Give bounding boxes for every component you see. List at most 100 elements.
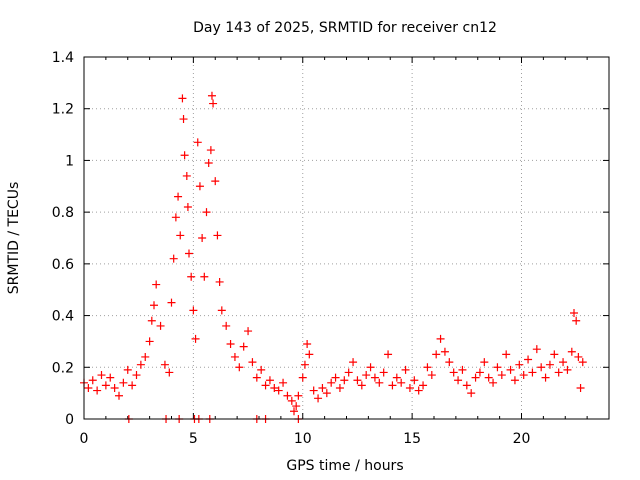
data-point	[207, 91, 216, 100]
data-point	[290, 407, 298, 416]
data-point	[167, 298, 176, 307]
data-point	[502, 350, 511, 359]
data-point	[445, 358, 454, 367]
data-point	[198, 234, 207, 242]
data-point	[239, 342, 248, 351]
data-point	[384, 350, 393, 359]
data-point	[335, 383, 344, 392]
data-point	[563, 365, 572, 374]
data-point	[88, 376, 97, 385]
data-point	[141, 352, 150, 361]
data-point	[414, 386, 423, 395]
data-point	[493, 363, 502, 372]
data-point	[230, 352, 239, 361]
data-point	[567, 347, 576, 356]
data-point	[202, 208, 211, 217]
data-point	[235, 363, 244, 372]
data-point	[209, 99, 218, 108]
data-point	[480, 358, 489, 367]
grid-lines	[84, 57, 609, 419]
data-point	[106, 373, 115, 382]
data-point	[524, 355, 533, 364]
data-point	[331, 373, 340, 382]
data-point	[554, 368, 563, 377]
x-tick-label: 15	[403, 431, 421, 447]
data-point	[370, 373, 379, 382]
data-point	[204, 159, 213, 168]
data-point	[519, 371, 528, 380]
data-point	[454, 376, 463, 385]
data-point	[252, 373, 261, 382]
data-point	[458, 365, 467, 374]
data-point	[169, 254, 178, 263]
data-point	[189, 306, 198, 315]
data-point	[449, 368, 458, 377]
data-point	[274, 386, 283, 395]
data-point	[515, 360, 524, 369]
data-point	[353, 376, 362, 385]
data-point	[185, 249, 193, 258]
y-axis-label: SRMTID / TECUs	[6, 182, 22, 295]
data-point	[147, 316, 156, 325]
data-point	[440, 347, 449, 356]
y-tick-label: 1.4	[52, 50, 74, 66]
data-point	[179, 115, 188, 124]
x-axis-label: GPS time / hours	[286, 458, 403, 474]
data-point	[213, 231, 222, 240]
data-point	[462, 381, 471, 390]
y-tick-label: 1	[65, 153, 74, 169]
data-point	[574, 352, 583, 361]
data-point	[432, 350, 441, 359]
data-point	[300, 360, 309, 369]
plot-frame	[83, 56, 610, 420]
data-point	[392, 373, 401, 382]
data-point	[484, 373, 493, 382]
data-point	[101, 381, 110, 390]
data-point	[206, 146, 215, 155]
data-point	[318, 383, 327, 392]
data-point	[510, 376, 519, 385]
data-point	[248, 358, 257, 367]
data-point	[182, 171, 191, 180]
data-points	[80, 91, 587, 423]
data-point	[119, 378, 128, 387]
data-point	[283, 391, 292, 400]
data-point	[265, 376, 274, 385]
data-point	[532, 345, 541, 354]
data-point	[314, 394, 323, 403]
data-point	[309, 386, 318, 395]
y-tick-label: 0.2	[52, 360, 74, 376]
data-point	[471, 373, 480, 382]
data-point	[366, 363, 375, 372]
x-tick-label: 5	[189, 431, 198, 447]
data-point	[279, 378, 288, 387]
data-point	[222, 321, 231, 330]
data-point	[115, 391, 123, 400]
data-point	[375, 378, 384, 387]
data-point	[475, 368, 484, 377]
y-tick-label: 0.6	[52, 257, 74, 273]
data-point	[244, 327, 253, 336]
data-point	[136, 360, 145, 369]
data-point	[305, 350, 314, 359]
data-point	[93, 386, 102, 395]
data-point	[506, 365, 515, 374]
data-point	[362, 371, 371, 380]
data-point	[160, 360, 169, 369]
data-point	[132, 371, 141, 380]
data-point	[176, 231, 185, 240]
y-tick-label: 0.4	[52, 309, 74, 325]
data-point	[110, 383, 119, 392]
data-point	[578, 358, 587, 367]
data-point	[292, 402, 301, 411]
data-point	[349, 358, 358, 367]
data-point	[327, 378, 336, 387]
x-tick-label: 20	[513, 431, 531, 447]
data-point	[423, 363, 432, 372]
data-point	[193, 138, 202, 147]
chart-title: Day 143 of 2025, SRMTID for receiver cn1…	[193, 20, 497, 36]
data-point	[84, 383, 93, 392]
data-point	[226, 340, 235, 349]
